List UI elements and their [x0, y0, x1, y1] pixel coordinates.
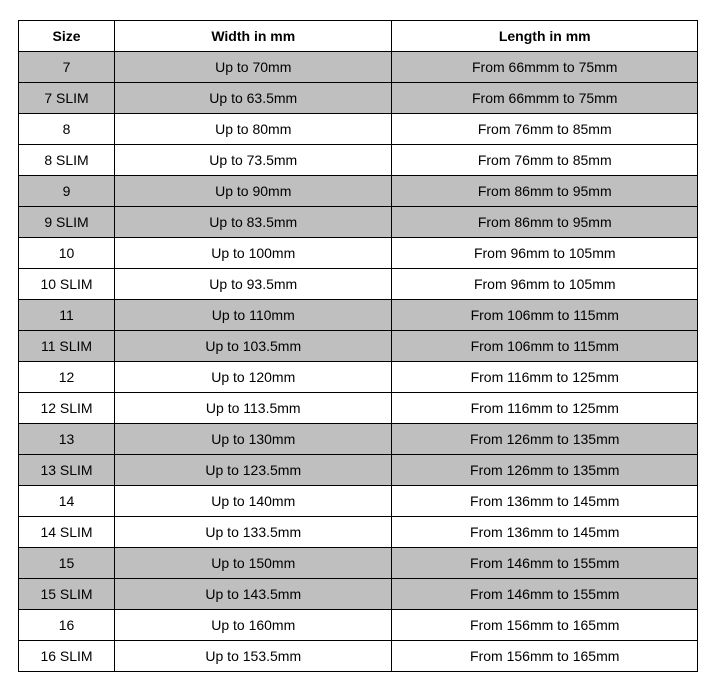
- cell-size: 7 SLIM: [19, 83, 115, 114]
- cell-size: 13 SLIM: [19, 455, 115, 486]
- cell-size: 16: [19, 610, 115, 641]
- cell-size: 10: [19, 238, 115, 269]
- cell-length: From 66mmm to 75mm: [392, 52, 698, 83]
- cell-size: 16 SLIM: [19, 641, 115, 672]
- cell-size: 9: [19, 176, 115, 207]
- cell-length: From 146mm to 155mm: [392, 579, 698, 610]
- cell-width: Up to 110mm: [115, 300, 392, 331]
- cell-width: Up to 73.5mm: [115, 145, 392, 176]
- table-row: 13 SLIMUp to 123.5mmFrom 126mm to 135mm: [19, 455, 698, 486]
- table-row: 14 SLIMUp to 133.5mmFrom 136mm to 145mm: [19, 517, 698, 548]
- cell-length: From 86mm to 95mm: [392, 176, 698, 207]
- cell-length: From 86mm to 95mm: [392, 207, 698, 238]
- cell-width: Up to 100mm: [115, 238, 392, 269]
- cell-size: 12: [19, 362, 115, 393]
- cell-size: 13: [19, 424, 115, 455]
- table-row: 11 SLIMUp to 103.5mmFrom 106mm to 115mm: [19, 331, 698, 362]
- cell-length: From 106mm to 115mm: [392, 331, 698, 362]
- size-table: Size Width in mm Length in mm 7Up to 70m…: [18, 20, 698, 672]
- cell-size: 14: [19, 486, 115, 517]
- col-header-length: Length in mm: [392, 21, 698, 52]
- cell-width: Up to 80mm: [115, 114, 392, 145]
- cell-length: From 126mm to 135mm: [392, 455, 698, 486]
- cell-length: From 76mm to 85mm: [392, 145, 698, 176]
- table-row: 9 SLIMUp to 83.5mmFrom 86mm to 95mm: [19, 207, 698, 238]
- cell-length: From 66mmm to 75mm: [392, 83, 698, 114]
- table-row: 11Up to 110mmFrom 106mm to 115mm: [19, 300, 698, 331]
- cell-length: From 156mm to 165mm: [392, 641, 698, 672]
- table-row: 16Up to 160mmFrom 156mm to 165mm: [19, 610, 698, 641]
- cell-length: From 116mm to 125mm: [392, 393, 698, 424]
- cell-width: Up to 70mm: [115, 52, 392, 83]
- cell-size: 12 SLIM: [19, 393, 115, 424]
- cell-width: Up to 63.5mm: [115, 83, 392, 114]
- cell-size: 11: [19, 300, 115, 331]
- cell-width: Up to 160mm: [115, 610, 392, 641]
- table-row: 7Up to 70mmFrom 66mmm to 75mm: [19, 52, 698, 83]
- cell-width: Up to 140mm: [115, 486, 392, 517]
- cell-width: Up to 133.5mm: [115, 517, 392, 548]
- table-row: 10 SLIMUp to 93.5mmFrom 96mm to 105mm: [19, 269, 698, 300]
- cell-width: Up to 103.5mm: [115, 331, 392, 362]
- cell-length: From 96mm to 105mm: [392, 238, 698, 269]
- cell-length: From 76mm to 85mm: [392, 114, 698, 145]
- table-row: 12Up to 120mmFrom 116mm to 125mm: [19, 362, 698, 393]
- cell-length: From 126mm to 135mm: [392, 424, 698, 455]
- table-row: 16 SLIMUp to 153.5mmFrom 156mm to 165mm: [19, 641, 698, 672]
- table-body: 7Up to 70mmFrom 66mmm to 75mm 7 SLIMUp t…: [19, 52, 698, 672]
- table-row: 8 SLIMUp to 73.5mmFrom 76mm to 85mm: [19, 145, 698, 176]
- cell-size: 8 SLIM: [19, 145, 115, 176]
- cell-length: From 146mm to 155mm: [392, 548, 698, 579]
- cell-width: Up to 113.5mm: [115, 393, 392, 424]
- table-row: 7 SLIMUp to 63.5mmFrom 66mmm to 75mm: [19, 83, 698, 114]
- cell-width: Up to 90mm: [115, 176, 392, 207]
- cell-length: From 136mm to 145mm: [392, 486, 698, 517]
- cell-length: From 116mm to 125mm: [392, 362, 698, 393]
- table-row: 14Up to 140mmFrom 136mm to 145mm: [19, 486, 698, 517]
- cell-size: 11 SLIM: [19, 331, 115, 362]
- col-header-width: Width in mm: [115, 21, 392, 52]
- cell-size: 8: [19, 114, 115, 145]
- col-header-size: Size: [19, 21, 115, 52]
- cell-size: 15 SLIM: [19, 579, 115, 610]
- cell-width: Up to 130mm: [115, 424, 392, 455]
- cell-width: Up to 120mm: [115, 362, 392, 393]
- table-row: 13Up to 130mmFrom 126mm to 135mm: [19, 424, 698, 455]
- table-row: 9Up to 90mmFrom 86mm to 95mm: [19, 176, 698, 207]
- cell-size: 9 SLIM: [19, 207, 115, 238]
- cell-width: Up to 83.5mm: [115, 207, 392, 238]
- table-row: 8Up to 80mmFrom 76mm to 85mm: [19, 114, 698, 145]
- cell-size: 10 SLIM: [19, 269, 115, 300]
- cell-width: Up to 153.5mm: [115, 641, 392, 672]
- cell-size: 15: [19, 548, 115, 579]
- cell-width: Up to 123.5mm: [115, 455, 392, 486]
- cell-length: From 106mm to 115mm: [392, 300, 698, 331]
- cell-length: From 156mm to 165mm: [392, 610, 698, 641]
- cell-length: From 136mm to 145mm: [392, 517, 698, 548]
- table-row: 10Up to 100mmFrom 96mm to 105mm: [19, 238, 698, 269]
- table-row: 15Up to 150mmFrom 146mm to 155mm: [19, 548, 698, 579]
- table-row: 12 SLIMUp to 113.5mmFrom 116mm to 125mm: [19, 393, 698, 424]
- table-header-row: Size Width in mm Length in mm: [19, 21, 698, 52]
- cell-width: Up to 143.5mm: [115, 579, 392, 610]
- cell-size: 14 SLIM: [19, 517, 115, 548]
- cell-size: 7: [19, 52, 115, 83]
- cell-length: From 96mm to 105mm: [392, 269, 698, 300]
- table-row: 15 SLIMUp to 143.5mmFrom 146mm to 155mm: [19, 579, 698, 610]
- cell-width: Up to 150mm: [115, 548, 392, 579]
- cell-width: Up to 93.5mm: [115, 269, 392, 300]
